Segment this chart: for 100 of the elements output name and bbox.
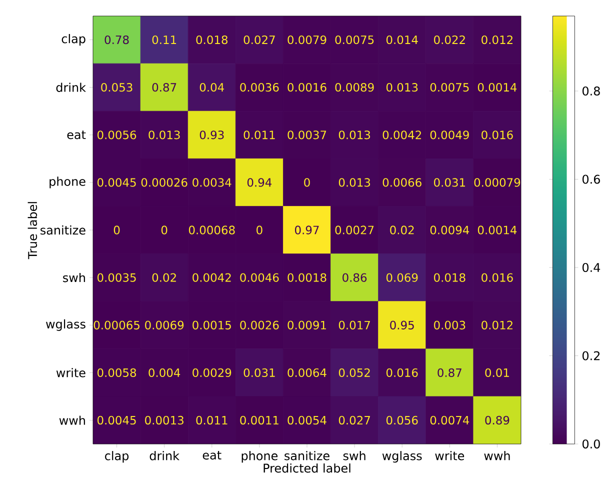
data-label: 0.11 — [152, 35, 176, 44]
data-label: 0.87 — [438, 368, 462, 377]
data-label: 0.053 — [101, 83, 132, 92]
y-tick-label: drink — [56, 82, 86, 92]
data-label: 0.052 — [338, 368, 370, 377]
data-label: 0.0035 — [97, 273, 136, 282]
data-label: 0.013 — [148, 130, 180, 140]
data-label: 0.0054 — [288, 416, 326, 425]
data-label: 0.02 — [152, 273, 176, 282]
data-label: 0.0015 — [192, 320, 231, 330]
x-tick-label: wwh — [484, 451, 510, 460]
data-label: 0.93 — [200, 130, 224, 140]
data-label: 0.0027 — [335, 226, 374, 234]
data-label: 0.0018 — [288, 273, 326, 282]
x-tick-label: wglass — [382, 451, 422, 463]
data-label: 0.0042 — [382, 130, 421, 140]
data-label: 0.0075 — [430, 83, 469, 92]
data-label: 0.01 — [485, 368, 509, 377]
color-bar-label: 0.0 — [582, 439, 600, 449]
data-label: 0 — [304, 178, 310, 187]
data-label: 0.013 — [338, 130, 370, 140]
data-label: 0.00068 — [188, 226, 235, 234]
data-label: 0.94 — [247, 178, 272, 187]
data-label: 0.011 — [244, 130, 275, 140]
data-label: 0.003 — [434, 320, 466, 330]
data-label: 0.0069 — [145, 320, 184, 330]
y-tick-label: clap — [62, 34, 86, 46]
x-axis-title: Predicted label — [264, 463, 350, 473]
color-bar-label: 0.8 — [582, 86, 600, 96]
x-tick-label: sanitize — [284, 451, 330, 460]
data-label: 0.0014 — [478, 83, 517, 92]
data-label: 0.0064 — [288, 368, 326, 377]
x-tick-label: write — [435, 451, 464, 460]
data-label: 0.00065 — [94, 320, 140, 330]
data-label: 0.0026 — [240, 320, 279, 330]
y-tick-label: phone — [50, 176, 86, 188]
data-label: 0.031 — [434, 178, 465, 187]
data-label: 0 — [161, 226, 168, 234]
y-tick-label: wwh — [59, 416, 85, 425]
data-label: 0.018 — [434, 273, 466, 282]
data-label: 0.0016 — [288, 83, 326, 92]
data-label: 0.0066 — [382, 178, 422, 187]
data-label: 0.0034 — [192, 178, 232, 187]
data-label: 0.0046 — [240, 273, 279, 282]
data-label: 0.87 — [152, 83, 176, 92]
data-label: 0.0079 — [288, 35, 326, 44]
data-label: 0.0045 — [97, 178, 136, 187]
data-label: 0.0058 — [97, 368, 136, 377]
data-label: 0.0014 — [478, 226, 517, 234]
data-label: 0.018 — [196, 35, 228, 44]
y-axis-title: True label — [28, 202, 38, 260]
data-label: 0.012 — [482, 320, 512, 330]
data-label: 0.017 — [338, 320, 370, 330]
data-label: 0.0094 — [430, 226, 470, 234]
data-label: 0.02 — [390, 226, 414, 234]
y-tick-label: wglass — [46, 319, 86, 331]
data-label: 0.011 — [196, 416, 228, 425]
color-bar-label: 0.6 — [582, 174, 600, 184]
data-label: 0.014 — [386, 35, 418, 44]
data-label: 0.004 — [148, 368, 180, 377]
data-label: 0 — [256, 226, 262, 234]
data-label: 0.00079 — [474, 178, 520, 187]
color-bar-label: 0.2 — [582, 351, 600, 360]
data-label: 0 — [114, 226, 120, 234]
data-label: 0.016 — [386, 368, 418, 377]
x-tick-label: drink — [150, 451, 180, 460]
data-label: 0.027 — [244, 35, 275, 44]
data-label: 0.00026 — [141, 178, 188, 187]
data-label: 0.056 — [386, 416, 418, 425]
data-label: 0.0049 — [430, 130, 469, 140]
data-label: 0.013 — [338, 178, 370, 187]
data-label: 0.89 — [485, 416, 510, 425]
data-label: 0.0045 — [97, 416, 136, 425]
color-bar-label: 0.4 — [582, 262, 600, 272]
data-label: 0.0056 — [97, 130, 136, 140]
data-label: 0.78 — [104, 35, 129, 44]
data-label: 0.0036 — [240, 83, 279, 92]
data-label: 0.022 — [434, 35, 465, 44]
data-label: 0.027 — [338, 416, 370, 425]
y-tick-label: sanitize — [40, 225, 86, 235]
data-label: 0.0074 — [430, 416, 470, 425]
data-label: 0.013 — [386, 83, 418, 92]
data-label: 0.0089 — [335, 83, 374, 92]
y-tick-label: eat — [67, 130, 86, 140]
data-label: 0.031 — [244, 368, 275, 377]
data-label: 0.0037 — [288, 130, 326, 140]
x-tick-label: eat — [202, 451, 222, 460]
y-tick-label: write — [56, 368, 86, 378]
data-label: 0.0042 — [192, 273, 231, 282]
data-label: 0.0013 — [145, 416, 184, 425]
data-label: 0.016 — [482, 273, 513, 282]
data-label: 0.0075 — [335, 35, 374, 44]
x-tick-label: phone — [242, 451, 278, 463]
x-tick-label: clap — [105, 451, 129, 463]
data-label: 0.97 — [294, 226, 319, 234]
data-label: 0.0029 — [192, 368, 232, 377]
x-tick-label: swh — [343, 451, 366, 460]
data-label: 0.86 — [342, 273, 367, 282]
y-tick-label: swh — [63, 272, 85, 282]
data-label: 0.0091 — [288, 320, 326, 330]
